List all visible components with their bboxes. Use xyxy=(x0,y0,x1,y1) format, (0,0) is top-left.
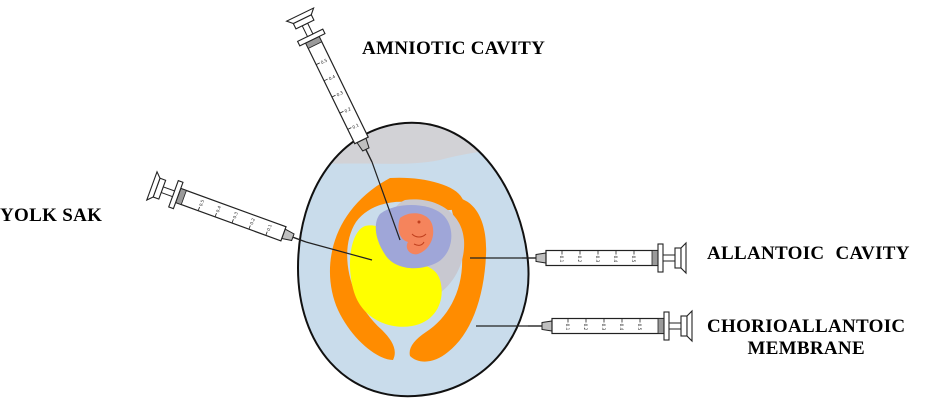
label-yolk-sac: YOLK SAK xyxy=(0,205,103,226)
syringe-scale-label: 0.4 xyxy=(613,256,618,263)
syringe-tick xyxy=(339,111,344,114)
amniotic-pointer-line xyxy=(371,161,401,241)
syringe-scale-label: 0.4 xyxy=(215,205,222,213)
egg xyxy=(296,121,530,398)
syringe-tick xyxy=(331,94,336,98)
syringe-tick xyxy=(323,78,328,82)
syringe-scale-label: 0.3 xyxy=(232,211,239,219)
syringe-tick xyxy=(248,225,251,230)
syringe-scale-label: 0.4 xyxy=(619,324,624,331)
syringe-allantoic: 0.1 0.2 0.3 0.4 0.5 xyxy=(521,242,687,274)
label-chorioallantoic-line2: MEMBRANE xyxy=(747,338,865,359)
embryo xyxy=(398,213,434,255)
syringe-scale-label: 0.1 xyxy=(565,324,570,331)
embryo-eye xyxy=(417,220,421,224)
syringe-tick xyxy=(214,213,217,218)
syringe-scale-label: 0.1 xyxy=(559,256,564,263)
syringe-scale-label: 0.5 xyxy=(198,199,205,207)
syringe-tick xyxy=(231,219,234,224)
label-chorioallantoic-membrane: CHORIOALLANTOIC MEMBRANE xyxy=(707,316,905,360)
syringe-scale-label: 0.2 xyxy=(577,256,582,263)
syringe-scale-label: 0.2 xyxy=(344,106,352,114)
syringe-scale-label: 0.1 xyxy=(351,122,359,130)
syringe-tick xyxy=(347,127,352,130)
yolk-pointer-line xyxy=(305,241,373,261)
syringe-scale-label: 0.1 xyxy=(266,223,273,231)
syringe-scale-label: 0.3 xyxy=(601,324,606,331)
syringe-scale-label: 0.4 xyxy=(328,74,336,82)
syringe-scale-label: 0.3 xyxy=(595,256,600,263)
egg-outline xyxy=(296,121,530,398)
label-amniotic-cavity: AMNIOTIC CAVITY xyxy=(362,38,546,59)
chorioallantoic-membrane-right xyxy=(409,197,487,362)
syringe-scale-label: 0.5 xyxy=(320,57,328,65)
syringe-scale-label: 0.3 xyxy=(336,90,344,98)
label-chorioallantoic-line1: CHORIOALLANTOIC xyxy=(707,316,906,337)
yolk xyxy=(349,225,442,327)
syringe-tick xyxy=(315,62,320,65)
syringe-tick xyxy=(265,231,268,236)
syringe-yolk-sac: 0.1 0.2 0.3 0.4 0.5 xyxy=(146,171,312,257)
syringe-chorioallantoic: 0.1 0.2 0.3 0.4 0.5 xyxy=(527,310,693,342)
syringe-scale-label: 0.5 xyxy=(637,324,642,331)
syringe-tick xyxy=(197,206,200,211)
syringe-scale-label: 0.5 xyxy=(631,256,636,263)
syringe-amniotic: 0.1 0.20.30.4 0.5 xyxy=(285,7,387,170)
label-allantoic-cavity: ALLANTOIC CAVITY xyxy=(707,243,910,264)
chorioallantoic-membrane xyxy=(329,177,464,360)
air-sac xyxy=(298,122,529,166)
syringe-scale-label: 0.2 xyxy=(249,217,256,225)
syringe-scale-label: 0.2 xyxy=(583,324,588,331)
embryo-limbs xyxy=(411,233,427,246)
